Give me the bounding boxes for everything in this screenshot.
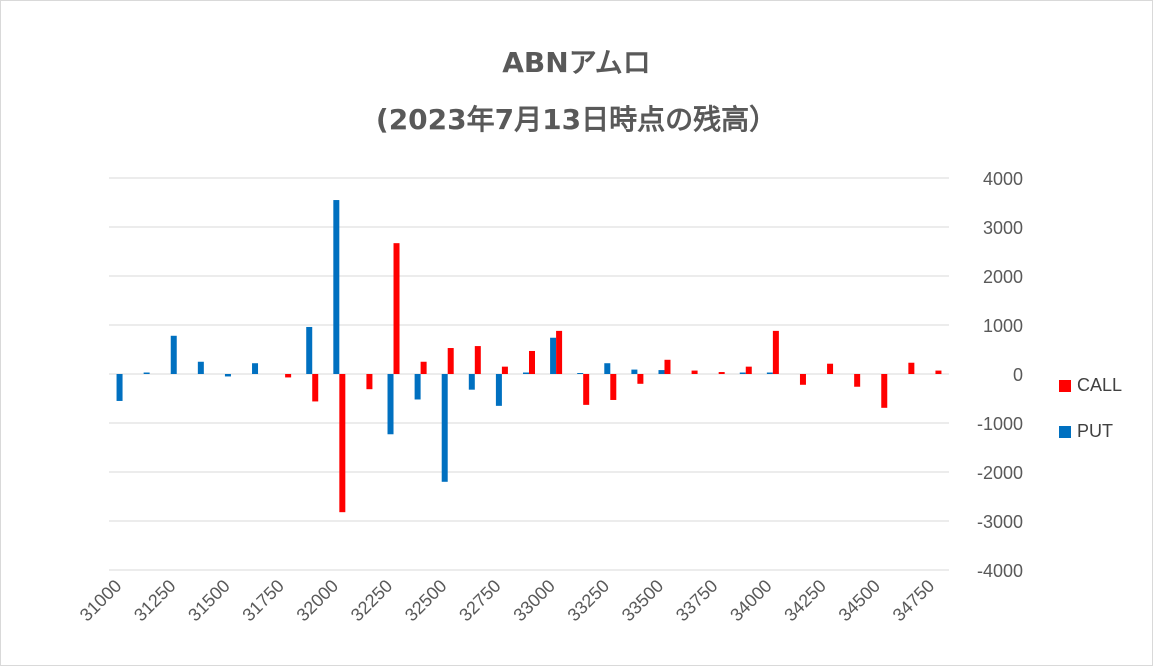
- bar-call: [799, 374, 806, 385]
- bar-call: [908, 362, 915, 374]
- legend-label-put: PUT: [1077, 421, 1113, 441]
- legend-swatch-call: [1059, 380, 1071, 392]
- bar-call: [637, 374, 644, 384]
- x-tick-label: 31000: [76, 576, 126, 626]
- bar-put: [197, 361, 204, 374]
- legend-item-call: CALL: [1059, 375, 1122, 396]
- bar-call: [339, 374, 346, 513]
- bar-call: [827, 363, 834, 374]
- x-tick-label: 31750: [238, 576, 288, 626]
- gridlines: [109, 177, 949, 571]
- bar-call: [718, 372, 725, 374]
- bar-put: [116, 374, 123, 401]
- bar-put: [577, 373, 584, 374]
- y-tick-label: 1000: [983, 316, 1023, 336]
- bar-call: [691, 370, 698, 374]
- bar-call: [501, 366, 508, 374]
- bar-call: [881, 374, 888, 408]
- bar-put: [550, 337, 557, 374]
- bar-put: [739, 372, 746, 374]
- y-tick-label: 0: [1013, 365, 1023, 385]
- bar-put: [495, 374, 502, 406]
- x-tick-label: 33000: [509, 576, 559, 626]
- bar-put: [441, 374, 448, 482]
- legend-swatch-put: [1059, 426, 1071, 438]
- bar-call: [745, 366, 752, 374]
- bar-call: [583, 374, 590, 405]
- y-tick-label: -3000: [977, 512, 1023, 532]
- x-tick-label: 33500: [618, 576, 668, 626]
- x-tick-label: 33750: [672, 576, 722, 626]
- x-tick-label: 32750: [455, 576, 505, 626]
- legend-label-call: CALL: [1077, 375, 1123, 395]
- bar-put: [333, 200, 340, 374]
- x-tick-label: 34750: [889, 576, 939, 626]
- bar-put: [414, 374, 421, 400]
- bar-call: [366, 374, 373, 390]
- bar-call: [447, 348, 454, 374]
- x-tick-label: 31250: [130, 576, 180, 626]
- bar-put: [224, 374, 231, 377]
- bar-put: [766, 372, 773, 374]
- x-tick-label: 32000: [293, 576, 343, 626]
- bar-put: [658, 370, 665, 374]
- bar-put: [604, 363, 611, 374]
- x-tick-label: 34250: [780, 576, 830, 626]
- bar-put: [170, 335, 177, 374]
- bar-call: [420, 361, 427, 374]
- x-axis-ticks: 31000 31250 31500 31750 32000 32250 32500 32750…: [76, 576, 938, 626]
- bar-call: [772, 330, 779, 374]
- bar-call: [312, 374, 319, 402]
- chart-subtitle: (2023年7月13日時点の残高）: [375, 103, 778, 136]
- y-tick-label: -1000: [977, 414, 1023, 434]
- x-tick-label: 34000: [726, 576, 776, 626]
- bar-call: [664, 359, 671, 374]
- bar-call: [935, 370, 942, 374]
- bars: [116, 200, 942, 513]
- x-tick-label: 33250: [564, 576, 614, 626]
- bar-call: [610, 374, 617, 400]
- x-tick-label: 31500: [184, 576, 234, 626]
- y-tick-label: -2000: [977, 463, 1023, 483]
- legend-item-put: PUT: [1059, 421, 1113, 442]
- bar-put: [306, 326, 313, 374]
- bar-call: [285, 374, 292, 378]
- bar-call: [556, 330, 563, 374]
- bar-put: [631, 369, 638, 374]
- y-axis-ticks: 4000 3000 2000 1000 0 -1000 -2000 -3000 -4000: [977, 169, 1023, 581]
- bar-call: [854, 374, 861, 387]
- x-tick-label: 32250: [347, 576, 397, 626]
- bar-put: [523, 372, 529, 374]
- bar-put: [468, 374, 475, 390]
- bar-call: [529, 350, 535, 374]
- chart-title: ABNアムロ: [502, 46, 651, 79]
- bar-call: [474, 346, 481, 374]
- bar-put: [252, 363, 259, 374]
- bar-put: [387, 374, 394, 435]
- x-tick-label: 34500: [835, 576, 885, 626]
- x-tick-label: 32500: [401, 576, 451, 626]
- bar-call: [393, 243, 400, 374]
- y-tick-label: 4000: [983, 169, 1023, 189]
- y-tick-label: -4000: [977, 561, 1023, 581]
- y-tick-label: 2000: [983, 267, 1023, 287]
- bar-put: [143, 372, 150, 374]
- y-tick-label: 3000: [983, 218, 1023, 238]
